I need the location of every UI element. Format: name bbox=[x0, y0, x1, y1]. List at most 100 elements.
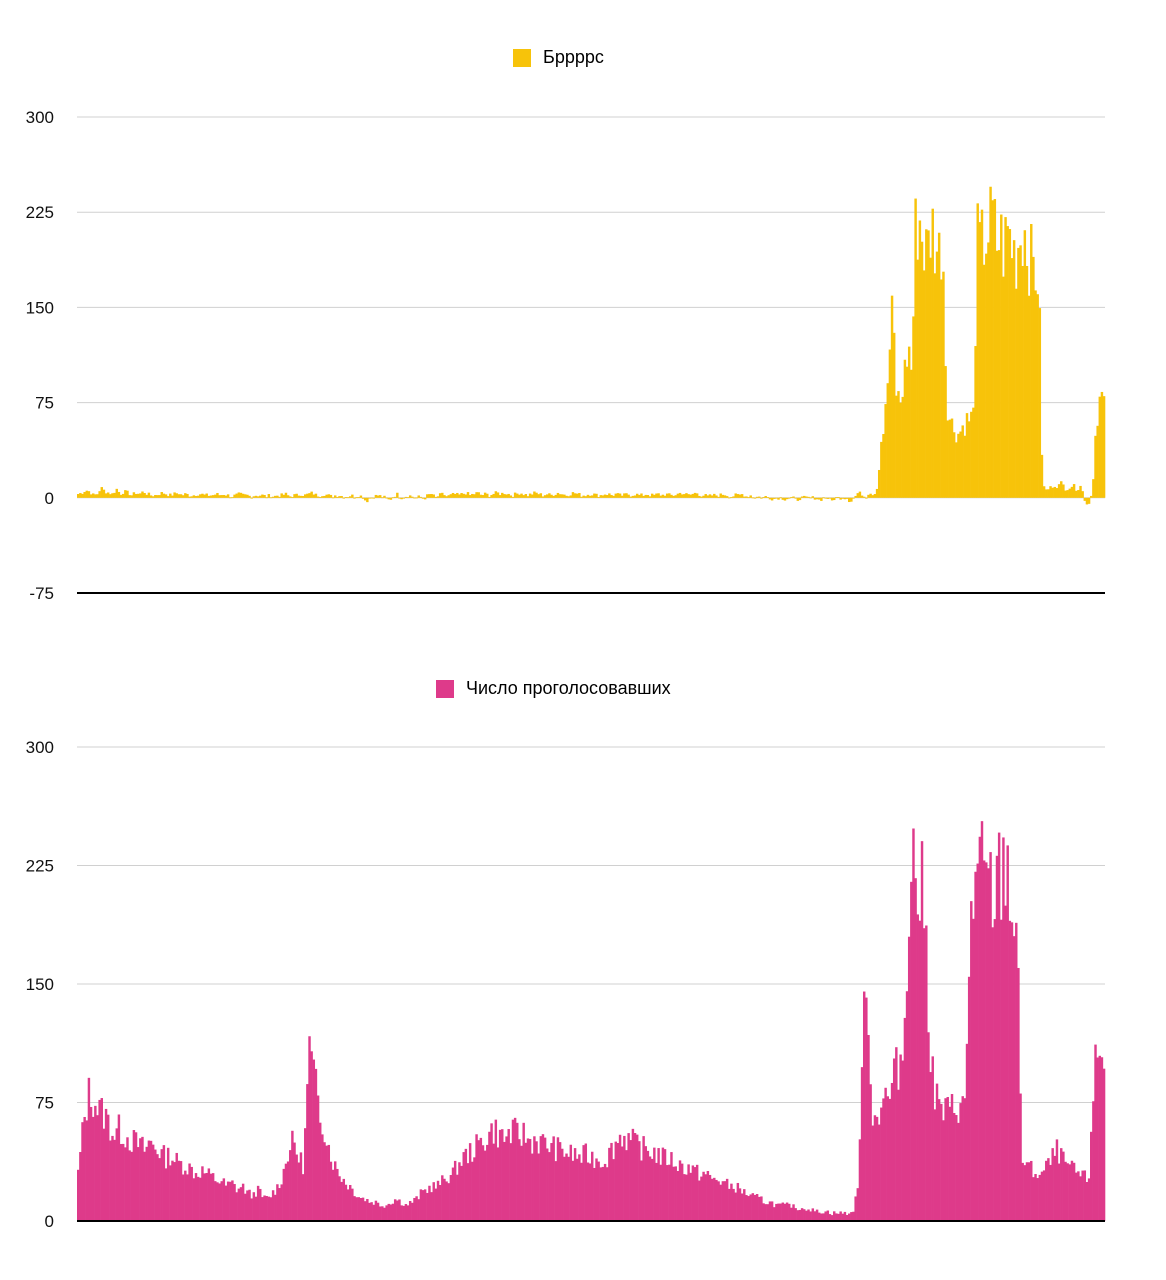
bar bbox=[567, 496, 570, 498]
bar bbox=[190, 496, 193, 498]
bar bbox=[659, 495, 662, 498]
bar bbox=[194, 495, 198, 498]
bar bbox=[207, 495, 211, 498]
bar bbox=[329, 1161, 333, 1221]
bar bbox=[961, 1096, 964, 1221]
bar bbox=[1045, 489, 1048, 498]
bar bbox=[378, 495, 382, 498]
bar bbox=[623, 493, 626, 498]
bar bbox=[648, 496, 652, 498]
bar bbox=[537, 494, 540, 498]
bar bbox=[653, 1147, 656, 1221]
bar bbox=[77, 1169, 80, 1221]
bar bbox=[156, 1154, 159, 1221]
bar bbox=[312, 1059, 316, 1221]
bar bbox=[978, 222, 982, 498]
bar bbox=[693, 492, 697, 498]
bar bbox=[543, 495, 547, 498]
bar bbox=[188, 1163, 191, 1221]
bar bbox=[321, 1134, 324, 1221]
bar bbox=[447, 1183, 450, 1221]
bar bbox=[618, 493, 622, 498]
bar bbox=[458, 1162, 461, 1221]
bar bbox=[434, 496, 438, 498]
bar bbox=[331, 1169, 335, 1221]
bar bbox=[976, 863, 979, 1221]
bar bbox=[770, 497, 774, 501]
bar bbox=[1002, 837, 1005, 1221]
bar bbox=[374, 494, 378, 498]
bar bbox=[87, 1077, 91, 1221]
bar bbox=[591, 1151, 594, 1221]
bar bbox=[1077, 490, 1080, 498]
bar bbox=[229, 1181, 232, 1221]
bar bbox=[267, 494, 271, 498]
bar bbox=[743, 1189, 746, 1221]
bar bbox=[753, 1194, 757, 1221]
bar bbox=[815, 497, 819, 500]
bar bbox=[944, 1098, 947, 1221]
y-tick-label: 0 bbox=[45, 489, 54, 508]
bar bbox=[685, 1174, 688, 1221]
bar bbox=[760, 497, 763, 499]
bar bbox=[445, 496, 448, 498]
bar bbox=[659, 1164, 662, 1221]
bar bbox=[368, 1202, 371, 1221]
bar bbox=[875, 488, 879, 498]
bar bbox=[94, 494, 97, 498]
bar bbox=[843, 497, 847, 500]
bar bbox=[1040, 1171, 1044, 1221]
bar bbox=[1060, 481, 1063, 498]
bar bbox=[929, 257, 932, 498]
bar bbox=[462, 1152, 465, 1221]
bar bbox=[115, 488, 118, 498]
bar bbox=[1030, 1160, 1033, 1221]
bar bbox=[1012, 240, 1016, 498]
bar bbox=[828, 1214, 832, 1221]
bar bbox=[997, 250, 1001, 498]
bar bbox=[989, 852, 992, 1221]
bar bbox=[665, 493, 669, 498]
bar bbox=[1008, 229, 1012, 498]
bar bbox=[860, 1067, 864, 1221]
bar bbox=[1051, 1148, 1054, 1221]
bar bbox=[997, 832, 1001, 1221]
bar bbox=[490, 1123, 493, 1221]
bar bbox=[246, 494, 249, 498]
bar bbox=[869, 1084, 872, 1221]
bar bbox=[1070, 1160, 1074, 1221]
bar bbox=[905, 991, 909, 1221]
bar bbox=[824, 1211, 827, 1221]
bar bbox=[552, 495, 555, 498]
bar bbox=[653, 494, 656, 498]
bar bbox=[312, 494, 316, 498]
bar bbox=[158, 495, 161, 498]
bar bbox=[873, 494, 877, 498]
bar bbox=[381, 1206, 384, 1221]
bar bbox=[451, 1167, 455, 1221]
bar bbox=[871, 1125, 874, 1221]
bar bbox=[511, 496, 515, 498]
bar bbox=[361, 497, 365, 499]
bar bbox=[490, 495, 493, 498]
bar bbox=[113, 1139, 116, 1221]
bar bbox=[531, 494, 534, 498]
bar bbox=[203, 1173, 206, 1221]
y-tick-label: 150 bbox=[26, 975, 54, 994]
bar bbox=[948, 419, 952, 498]
bar bbox=[286, 1161, 290, 1221]
bar bbox=[325, 494, 328, 498]
bar bbox=[1004, 905, 1007, 1221]
bar bbox=[179, 1161, 183, 1221]
bar bbox=[141, 1136, 144, 1221]
bar bbox=[117, 491, 121, 498]
bar bbox=[811, 1208, 815, 1221]
bar bbox=[366, 1199, 369, 1221]
bar bbox=[638, 494, 641, 498]
bar bbox=[944, 366, 947, 498]
bar bbox=[918, 920, 922, 1221]
bar bbox=[867, 1034, 870, 1221]
bar bbox=[304, 494, 307, 498]
bar bbox=[700, 1176, 703, 1221]
bar bbox=[361, 1197, 365, 1221]
